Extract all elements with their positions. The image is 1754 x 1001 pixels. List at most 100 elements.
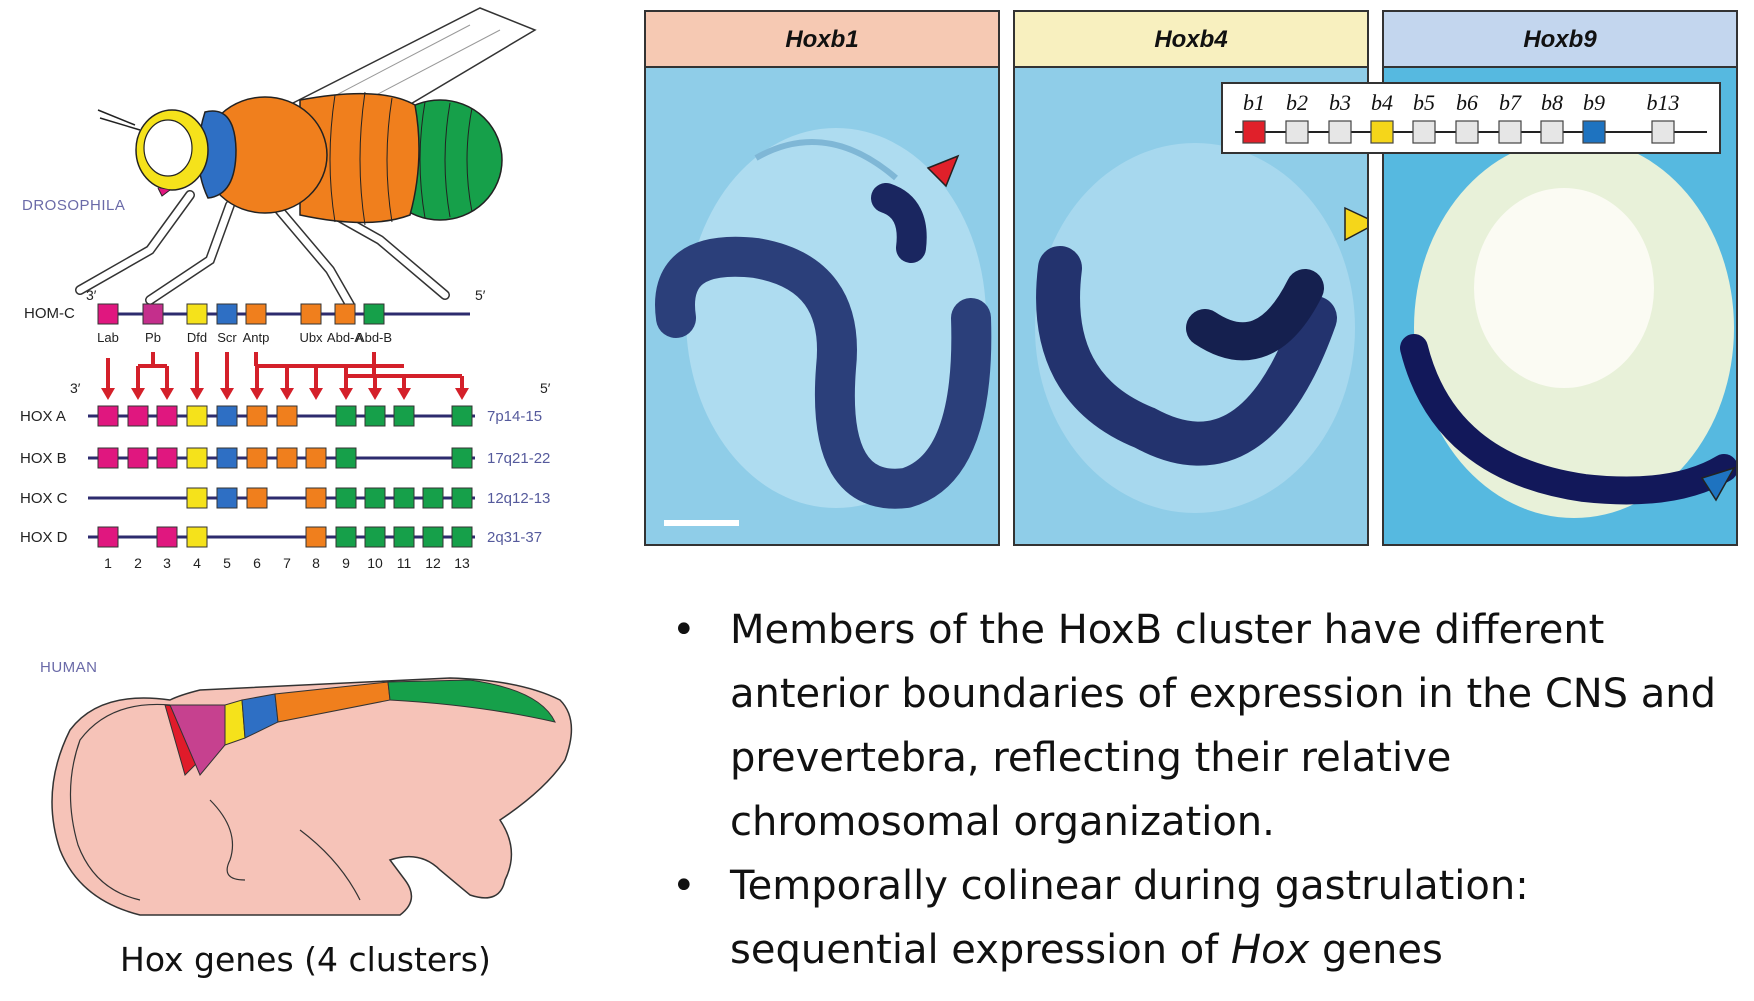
bullet-text-end: genes bbox=[1309, 927, 1443, 973]
hoxb-gene-label: b9 bbox=[1583, 90, 1605, 115]
paralog-number: 8 bbox=[312, 555, 320, 571]
hom-c-gene-label: Pb bbox=[145, 330, 161, 345]
hox-gene-box bbox=[216, 405, 238, 427]
bullet-text-start: Temporally colinear during gastrulation:… bbox=[730, 863, 1529, 973]
hox-gene-box bbox=[364, 405, 386, 427]
hoxb-gene-label: b2 bbox=[1286, 90, 1308, 115]
hom-c-gene-box bbox=[363, 303, 385, 325]
paralog-number: 4 bbox=[193, 555, 201, 571]
hox-clusters: 3′ 5′ HOX A 7p14-15 HOX B 17q21-22 HOX C 12q1… bbox=[20, 380, 551, 571]
hox-gene-box bbox=[156, 447, 178, 469]
hoxb-gene-box bbox=[1540, 120, 1564, 144]
hoxb-gene-label: b8 bbox=[1541, 90, 1563, 115]
hox-gene-box bbox=[246, 447, 268, 469]
hom-c-gene-box bbox=[334, 303, 356, 325]
panel-title-hoxb1: Hoxb1 bbox=[646, 12, 998, 68]
panel-hoxb1: Hoxb1 bbox=[644, 10, 1000, 546]
hoxb-gene-box bbox=[1582, 120, 1606, 144]
hox-gene-box bbox=[97, 405, 119, 427]
hox-cluster-locus: 7p14-15 bbox=[487, 408, 542, 425]
hox-gene-box bbox=[246, 405, 268, 427]
hoxb-gene-box bbox=[1370, 120, 1394, 144]
hox-gene-box bbox=[186, 405, 208, 427]
hox-gene-box bbox=[216, 487, 238, 509]
hom-c-gene-box bbox=[216, 303, 238, 325]
bullet-item: Temporally colinear during gastrulation:… bbox=[672, 854, 1732, 982]
panel-hoxb4: Hoxb4 bbox=[1013, 10, 1369, 546]
hoxb9-boundary-marker bbox=[1700, 466, 1736, 502]
hoxb-gene-label: b5 bbox=[1413, 90, 1435, 115]
hoxb-gene-label: b13 bbox=[1647, 90, 1680, 115]
paralog-number: 5 bbox=[223, 555, 231, 571]
hox-diagram: DROSOPHILA HOM-C 3′ 5′ Lab Pb Dfd Scr Antp Ub… bbox=[20, 7, 573, 916]
hox-gene-box bbox=[305, 487, 327, 509]
hox-5prime: 5′ bbox=[540, 380, 551, 396]
hoxb-gene-label: b6 bbox=[1456, 90, 1478, 115]
paralog-number: 11 bbox=[397, 555, 412, 571]
human-embryo-illustration bbox=[51, 677, 573, 916]
hox-cluster-label: HOX C bbox=[20, 490, 68, 507]
hoxb-cluster-legend: b1 b2 b3 b4 b5 b6 b7 b8 b9 b13 bbox=[1221, 82, 1721, 154]
hox-gene-box bbox=[393, 526, 415, 548]
panel-title-hoxb4: Hoxb4 bbox=[1015, 12, 1367, 68]
hox-gene-box bbox=[451, 487, 473, 509]
hoxb-gene-box bbox=[1412, 120, 1436, 144]
hox-3prime: 3′ bbox=[70, 380, 81, 396]
hoxb-gene-box bbox=[1328, 120, 1352, 144]
hox-gene-box bbox=[393, 487, 415, 509]
human-label: HUMAN bbox=[40, 659, 98, 676]
hox-gene-box bbox=[276, 405, 298, 427]
hox-gene-box bbox=[97, 526, 119, 548]
bullet-text-italic: Hox bbox=[1231, 927, 1310, 973]
hox-gene-box bbox=[393, 405, 415, 427]
paralog-number: 2 bbox=[134, 555, 142, 571]
embryo-image-hoxb4 bbox=[1015, 68, 1367, 544]
hox-gene-box bbox=[364, 526, 386, 548]
hom-c-gene-label: Ubx bbox=[299, 330, 323, 345]
hoxb-gene-box bbox=[1285, 120, 1309, 144]
hoxb-gene-label: b4 bbox=[1371, 90, 1393, 115]
hom-c-gene-box bbox=[186, 303, 208, 325]
paralog-number: 13 bbox=[454, 555, 470, 571]
hoxb-gene-label: b7 bbox=[1499, 90, 1522, 115]
hoxb4-boundary-marker bbox=[1344, 206, 1367, 242]
embryo-image-hoxb1 bbox=[646, 68, 998, 544]
hom-c-3prime: 3′ bbox=[86, 287, 97, 303]
paralog-number: 6 bbox=[253, 555, 261, 571]
hox-gene-box bbox=[127, 447, 149, 469]
hox-gene-box bbox=[216, 447, 238, 469]
hom-c-gene-box bbox=[245, 303, 267, 325]
panel-title-hoxb9: Hoxb9 bbox=[1384, 12, 1736, 68]
bullet-list: Members of the HoxB cluster have differe… bbox=[672, 598, 1732, 982]
hox-cluster-locus: 17q21-22 bbox=[487, 450, 550, 467]
hom-c-gene-box bbox=[97, 303, 119, 325]
hox-gene-box bbox=[335, 405, 357, 427]
hox-gene-box bbox=[451, 447, 473, 469]
hoxb1-boundary-marker bbox=[926, 154, 960, 188]
hox-gene-box bbox=[127, 405, 149, 427]
hom-c-label: HOM-C bbox=[24, 305, 75, 322]
hox-gene-box bbox=[305, 447, 327, 469]
paralog-number: 9 bbox=[342, 555, 350, 571]
homology-arrows bbox=[101, 352, 469, 400]
hox-gene-box bbox=[305, 526, 327, 548]
hox-cluster-locus: 12q12-13 bbox=[487, 490, 550, 507]
hoxb-gene-label: b3 bbox=[1329, 90, 1351, 115]
hox-gene-box bbox=[97, 447, 119, 469]
hox-gene-box bbox=[422, 526, 444, 548]
hox-gene-box bbox=[186, 526, 208, 548]
hox-gene-box bbox=[451, 526, 473, 548]
paralog-number: 1 bbox=[104, 555, 112, 571]
hox-gene-box bbox=[276, 447, 298, 469]
hox-gene-box bbox=[422, 487, 444, 509]
bullet-item: Members of the HoxB cluster have differe… bbox=[672, 598, 1732, 854]
paralog-number: 10 bbox=[367, 555, 383, 571]
hox-cluster-label: HOX A bbox=[20, 408, 66, 425]
hox-gene-box bbox=[364, 487, 386, 509]
hox-genes-caption: Hox genes (4 clusters) bbox=[120, 940, 491, 979]
hox-gene-box bbox=[186, 487, 208, 509]
hom-c-gene-box bbox=[300, 303, 322, 325]
hox-gene-box bbox=[335, 447, 357, 469]
hoxb-gene-box bbox=[1455, 120, 1479, 144]
